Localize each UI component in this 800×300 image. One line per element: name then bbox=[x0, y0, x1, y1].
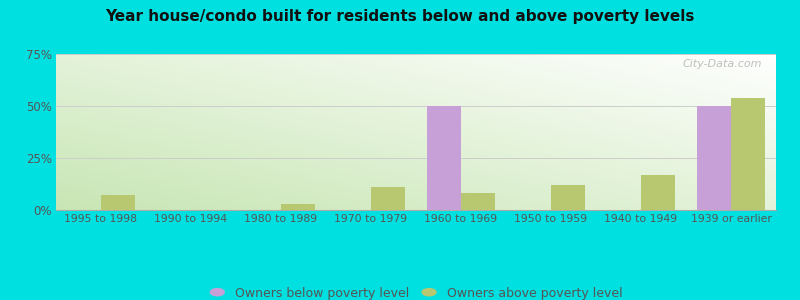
Bar bbox=[371, 187, 405, 210]
Bar bbox=[731, 98, 766, 210]
Bar bbox=[461, 194, 495, 210]
Bar bbox=[697, 106, 731, 210]
Bar bbox=[101, 195, 135, 210]
Bar bbox=[551, 185, 586, 210]
Text: Year house/condo built for residents below and above poverty levels: Year house/condo built for residents bel… bbox=[106, 9, 694, 24]
Bar bbox=[281, 204, 315, 210]
Bar bbox=[641, 175, 675, 210]
Legend: Owners below poverty level, Owners above poverty level: Owners below poverty level, Owners above… bbox=[205, 282, 627, 300]
Text: City-Data.com: City-Data.com bbox=[682, 59, 762, 69]
Bar bbox=[427, 106, 461, 210]
